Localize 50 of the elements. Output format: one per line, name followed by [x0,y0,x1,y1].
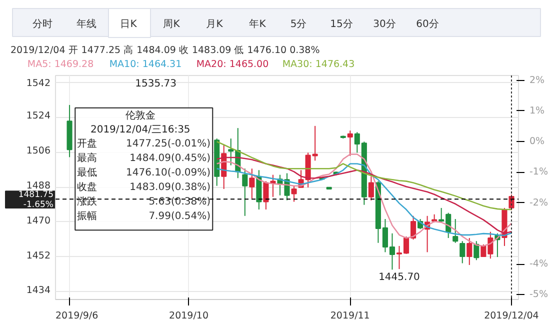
y-tick-label: 1452 [26,250,51,262]
ref-line-label: 1481.75 -1.65% [18,190,54,210]
annotation: 最高 [77,152,98,164]
y2-tick-label: 0% [530,136,545,148]
text: 分时 [32,18,52,30]
annotation: 1483.09(0.38%) [130,182,211,194]
y2-tick-label: -4% [530,258,548,270]
annotation: 1445.70 [378,272,420,284]
annotation: 5.63(0.38%) [148,196,211,208]
text: 年K [249,18,266,30]
text: 5分 [290,18,307,30]
y2-tick-label: -2% [530,197,548,208]
text: 日K [120,19,138,30]
annotation: 伦敦金 [125,110,156,122]
annotation: 1476.10(-0.09%) [126,168,211,179]
text: 30分 [373,18,396,30]
x-tick-label: 2019/9/6 [56,310,98,322]
y-tick-label: 1506 [26,146,51,157]
annotation: 1535.73 [135,78,176,90]
annotation: 1477.25(-0.01%) [126,138,211,150]
text: MA30: 1476.43 [282,59,355,70]
annotation: 2019/12/04/三16:35 [90,124,190,136]
x-tick-label: 2019/12/04 [484,310,539,322]
text: 2019/12/04 开 1477.25 高 1484.09 收 1483.09 低 1476.10 0.38% [10,44,320,56]
y2-tick-label: -5% [530,289,548,300]
text: MA5: 1469.28 [27,59,94,70]
annotation: 开盘 [77,137,98,150]
text: 15分 [330,18,353,30]
annotation: 7.99(0.54%) [148,211,211,222]
annotation: 振幅 [77,210,98,222]
text: 60分 [416,18,439,30]
annotation: 涨跌 [77,196,98,208]
y-tick-label: 1488 [26,180,51,192]
y-tick-label: 1434 [26,285,51,296]
y2-tick-label: -1% [530,166,548,178]
text: MA10: 1464.31 [109,59,182,70]
text: MA20: 1465.00 [196,59,269,70]
annotation: 收盘 [77,181,98,194]
annotation: 最低 [77,168,98,179]
text: 周K [163,19,180,30]
text: 月K [206,19,224,30]
y2-tick-label: 1% [530,105,545,116]
text: 年线 [76,18,96,30]
annotation: 1484.09(0.45%) [130,153,211,164]
x-tick-label: 2019/10 [169,310,209,322]
y-tick-label: 1524 [26,110,51,122]
y2-tick-label: 2% [530,74,545,86]
x-tick-label: 2019/11 [330,310,370,322]
y-tick-label: 1470 [26,215,51,226]
y-tick-label: 1542 [26,78,51,89]
